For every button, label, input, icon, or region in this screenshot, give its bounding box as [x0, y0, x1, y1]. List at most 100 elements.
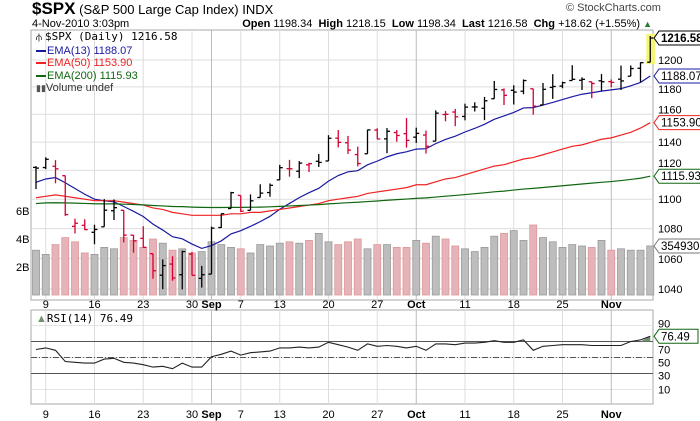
rsi-tag-box [653, 328, 699, 344]
volume-bar [256, 244, 265, 296]
volume-bar [334, 244, 343, 296]
volume-tick-label: 2B [16, 262, 29, 274]
x-tick-label: 11 [459, 299, 470, 311]
volume-bar [412, 239, 421, 296]
volume-bar [626, 249, 635, 296]
volume-bar [597, 239, 606, 296]
volume-bar [119, 237, 128, 296]
x-tick-label: 13 [274, 409, 286, 421]
ema13-tag: 1188.07 [661, 71, 700, 83]
last-label: Last [462, 18, 485, 30]
volume-bar [110, 248, 118, 296]
high-value: 1218.15 [346, 18, 386, 30]
legend-volume-text: Volume undef [45, 82, 114, 94]
volume-bar [402, 246, 411, 296]
volume-bar [266, 245, 274, 296]
volume-bar [324, 241, 333, 296]
volume-bar [71, 241, 79, 296]
volume-bar [217, 244, 226, 296]
price-tick-label: 1160 [658, 105, 682, 117]
volume-bar [519, 239, 528, 296]
volume-tag: 3549301 [661, 241, 700, 253]
ema50-tag: 1153.90 [661, 118, 700, 130]
price-tick-label: 1120 [658, 158, 682, 170]
volume-bar [558, 246, 567, 296]
rsi-tick-label: 50 [658, 357, 670, 369]
volume-bar [305, 239, 313, 296]
volume-bar [139, 246, 148, 296]
price-tick-label: 1040 [658, 284, 682, 296]
volume-bar [383, 244, 391, 296]
volume-bar [578, 245, 586, 296]
volume-tag-box [653, 238, 700, 254]
x-tick-label: 23 [137, 299, 149, 311]
ema200-tag: 1115.93 [661, 171, 700, 183]
legend-ema200: EMA(200) 1115.93 [36, 70, 177, 83]
volume-bar [539, 237, 547, 296]
volume-bar [461, 248, 469, 296]
rsi-tag: 76.49 [661, 331, 690, 343]
volume-bar [32, 249, 40, 296]
volume-bar [246, 252, 255, 296]
x-tick-label: 27 [371, 299, 383, 311]
x-tick-label: 23 [137, 409, 149, 421]
volume-bar [100, 246, 109, 296]
price-tick-label: 1080 [658, 224, 682, 236]
x-tick-label: 16 [88, 409, 100, 421]
ohlc-icon: ⫛ [36, 32, 42, 43]
price-tick-label: 1100 [658, 194, 682, 206]
x-tick-label: 27 [371, 409, 383, 421]
x-tick-label: Oct [407, 409, 426, 421]
volume-bar [490, 235, 499, 296]
quote-bar: Open 1198.34 High 1218.15 Low 1198.34 La… [242, 18, 652, 30]
ema13-tag-box [653, 68, 700, 84]
volume-bar [568, 244, 577, 296]
x-tick-label: 11 [459, 409, 470, 421]
x-tick-label: 9 [43, 409, 49, 421]
price-tick-label: 1140 [658, 137, 682, 149]
open-value: 1198.34 [273, 18, 313, 30]
exchange: INDX [242, 2, 274, 17]
legend: ⫛ $SPX (Daily) 1216.58 EMA(13) 1188.07 E… [36, 30, 177, 95]
volume-bar [431, 235, 440, 296]
legend-price: ⫛ $SPX (Daily) 1216.58 [36, 30, 177, 45]
copyright: © StockCharts.com [566, 2, 661, 14]
low-label: Low [391, 18, 414, 30]
legend-ema50-text: EMA(50) 1153.90 [47, 57, 133, 69]
volume-bar [441, 238, 450, 296]
volume-bar [451, 245, 460, 296]
volume-bar [500, 232, 508, 296]
x-tick-label: Oct [407, 299, 426, 311]
ema-line-ema13 [35, 75, 651, 250]
triangle-up-icon: ▲ [643, 19, 652, 29]
rsi-tick-label: 30 [658, 370, 670, 382]
x-tick-label: 13 [274, 299, 286, 311]
x-tick-label: 20 [322, 299, 334, 311]
volume-bar [41, 253, 50, 296]
volume-bar [236, 248, 245, 296]
volume-bar [295, 242, 304, 296]
low-value: 1198.34 [416, 18, 456, 30]
volume-bar [80, 252, 89, 296]
x-tick-label: 30 [186, 299, 198, 311]
rsi-line [35, 335, 651, 370]
x-tick-label: 7 [238, 299, 244, 311]
symbol: $SPX [32, 0, 76, 18]
volume-bar [607, 249, 616, 296]
price-tick-label: 1180 [658, 84, 682, 96]
rsi-tick-label: 10 [658, 385, 670, 397]
ema200-tag-box [653, 168, 700, 184]
volume-tick-label: 6B [16, 206, 29, 218]
volume-bar [470, 251, 479, 296]
volume-tick-label: 4B [16, 234, 29, 246]
index-name: (S&P 500 Large Cap Index) [79, 2, 239, 17]
mountain-icon: ▲ [36, 313, 47, 325]
price-tick-label: 1060 [658, 254, 682, 266]
volume-bar [353, 238, 362, 296]
line-swatch-icon [36, 62, 46, 65]
x-tick-label: 25 [556, 409, 568, 421]
legend-ema200-text: EMA(200) 1115.93 [47, 69, 138, 82]
x-tick-label: 20 [322, 409, 334, 421]
x-tick-label: 7 [238, 409, 244, 421]
